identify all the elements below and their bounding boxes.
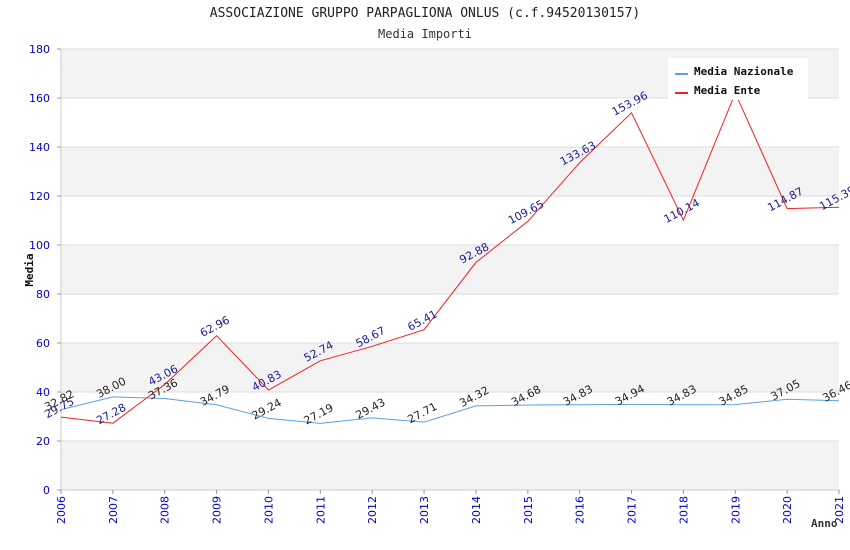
y-tick-label: 20	[36, 435, 50, 448]
y-tick-label: 100	[29, 239, 50, 252]
x-tick-label: 2017	[626, 496, 639, 524]
x-tick-label: 2008	[159, 496, 172, 524]
x-tick-label: 2010	[262, 496, 275, 524]
grid-band	[61, 147, 839, 196]
legend-box	[668, 58, 808, 100]
chart-subtitle: Media Importi	[378, 27, 472, 41]
x-tick-label: 2021	[833, 496, 846, 524]
data-label-ente: 62.96	[198, 314, 232, 340]
legend: Media Nazionale Media Ente	[668, 58, 808, 100]
x-tick-label: 2012	[366, 496, 379, 524]
y-tick-label: 40	[36, 386, 50, 399]
legend-label-nazionale: Media Nazionale	[694, 65, 794, 78]
x-tick-label: 2019	[729, 496, 742, 524]
axes	[60, 49, 839, 491]
x-axis-ticks: 2006 2007 2008 2009 2010 2011 2012 2013 2014 2015…	[55, 490, 846, 524]
series-line-media-nazionale	[60, 396, 840, 424]
grid-band	[61, 245, 839, 294]
y-tick-label: 180	[29, 43, 50, 56]
grid-bands	[61, 49, 839, 490]
series-lines	[60, 91, 840, 424]
x-tick-label: 2020	[781, 496, 794, 524]
x-tick-label: 2011	[314, 496, 327, 524]
y-tick-label: 160	[29, 92, 50, 105]
y-axis-title: Media	[23, 253, 36, 286]
x-tick-label: 2014	[470, 496, 483, 524]
x-tick-label: 2018	[677, 496, 690, 524]
grid-band	[61, 343, 839, 392]
y-tick-label: 0	[43, 484, 50, 497]
x-tick-label: 2007	[107, 496, 120, 524]
y-tick-label: 60	[36, 337, 50, 350]
x-tick-label: 2006	[55, 496, 68, 524]
x-tick-label: 2016	[574, 496, 587, 524]
data-label-ente: 110.14	[662, 196, 702, 226]
legend-label-ente: Media Ente	[694, 84, 761, 97]
y-tick-label: 80	[36, 288, 50, 301]
x-tick-label: 2013	[418, 496, 431, 524]
y-axis-ticks: 0 20 40 60 80 100 120 140 160 180	[29, 43, 61, 497]
x-tick-label: 2015	[522, 496, 535, 524]
y-tick-label: 120	[29, 190, 50, 203]
chart-title: ASSOCIAZIONE GRUPPO PARPAGLIONA ONLUS (c…	[209, 6, 641, 21]
y-tick-label: 140	[29, 141, 50, 154]
grid-band	[61, 441, 839, 490]
series-line-media-ente	[60, 91, 840, 424]
x-tick-label: 2009	[211, 496, 224, 524]
x-axis-title: Anno	[811, 517, 838, 530]
